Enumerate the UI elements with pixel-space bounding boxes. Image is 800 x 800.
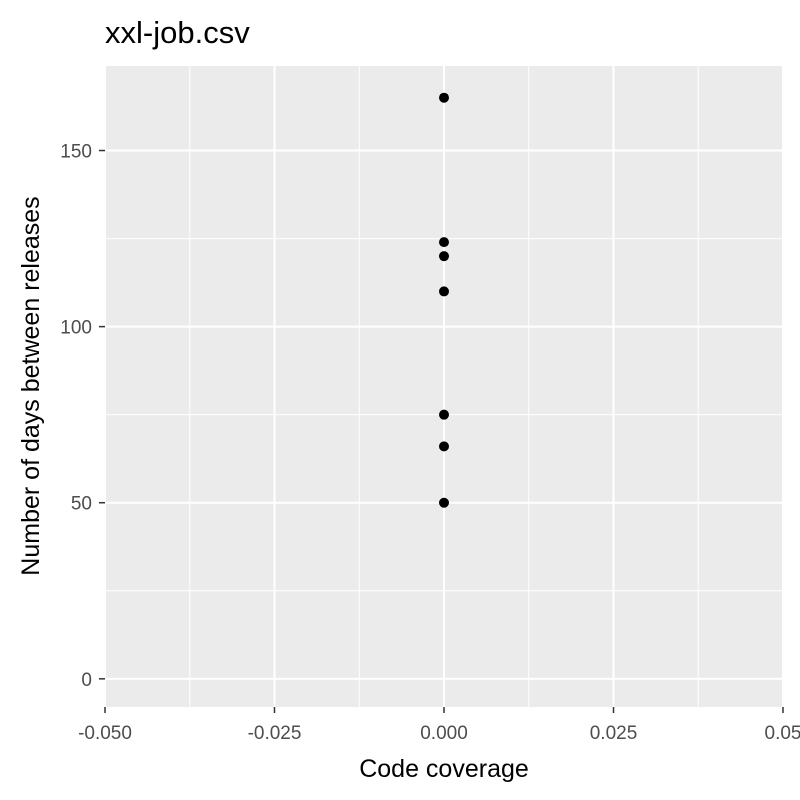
x-tick-label: 0.05 xyxy=(765,723,800,744)
x-axis-title: Code coverage xyxy=(359,755,529,783)
x-tick-label: -0.025 xyxy=(248,723,302,744)
data-point xyxy=(439,441,449,451)
x-axis: -0.050 -0.025 0.000 0.025 0.05 xyxy=(78,707,800,744)
data-point xyxy=(439,251,449,261)
y-tick-label: 150 xyxy=(60,142,92,163)
x-tick-label: 0.025 xyxy=(590,723,638,744)
data-point xyxy=(439,237,449,247)
y-axis-title: Number of days between releases xyxy=(17,196,45,575)
y-axis: 0 50 100 150 xyxy=(60,142,105,691)
y-tick-label: 100 xyxy=(60,318,92,339)
y-tick-label: 50 xyxy=(71,494,92,515)
data-point xyxy=(439,410,449,420)
data-point xyxy=(439,286,449,296)
y-tick-label: 0 xyxy=(81,670,92,691)
data-point xyxy=(439,498,449,508)
x-tick-label: 0.000 xyxy=(420,723,468,744)
data-point xyxy=(439,93,449,103)
x-tick-label: -0.050 xyxy=(78,723,132,744)
chart-title: xxl-job.csv xyxy=(105,15,250,50)
